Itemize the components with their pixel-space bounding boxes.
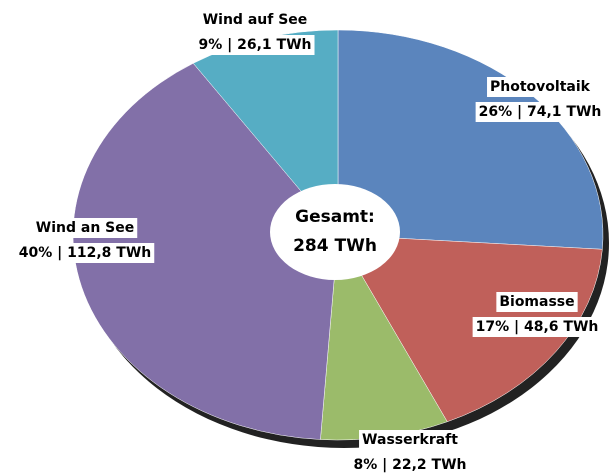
value-label: 17% | 48,6 TWh (476, 319, 599, 335)
slice-label: Biomasse (499, 294, 574, 310)
label-background (195, 35, 315, 55)
label-background (472, 317, 602, 337)
center-hole (270, 184, 400, 280)
slice-label: Wind auf See (203, 12, 308, 28)
label-background (487, 77, 594, 97)
label-background (350, 455, 470, 475)
value-label: 26% | 74,1 TWh (479, 104, 602, 120)
label-background (475, 102, 605, 122)
label-background (32, 218, 138, 238)
slice-label: Wind an See (36, 220, 134, 236)
slice-label: Photovoltaik (490, 79, 591, 95)
pie-slice (337, 234, 603, 423)
label-background (199, 10, 311, 30)
value-label: 9% | 26,1 TWh (198, 37, 311, 53)
center-label: Gesamt: (295, 207, 375, 227)
value-label: 40% | 112,8 TWh (19, 245, 152, 261)
value-label: 8% | 22,2 TWh (353, 457, 466, 473)
label-background (496, 292, 578, 312)
label-background (359, 430, 462, 450)
center-label: 284 TWh (293, 236, 377, 256)
slice-label: Wasserkraft (362, 432, 458, 448)
label-background (15, 243, 155, 263)
pie-slice (72, 62, 339, 440)
